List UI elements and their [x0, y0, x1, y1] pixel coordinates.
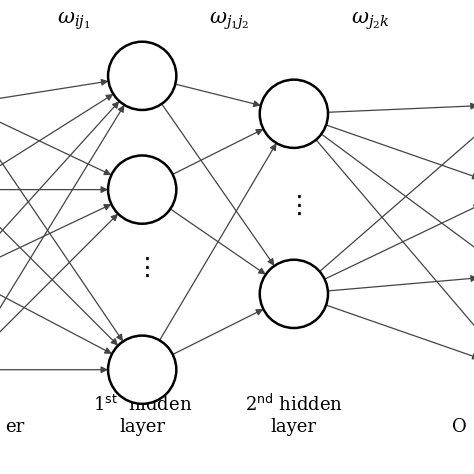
- Text: 2$^{\mathrm{nd}}$ hidden
layer: 2$^{\mathrm{nd}}$ hidden layer: [245, 394, 343, 436]
- Circle shape: [260, 80, 328, 148]
- Circle shape: [260, 260, 328, 328]
- Circle shape: [108, 155, 176, 224]
- Text: $\omega_{j_2k}$: $\omega_{j_2k}$: [351, 10, 389, 32]
- Text: er: er: [5, 418, 24, 436]
- Text: $\omega_{j_1j_2}$: $\omega_{j_1j_2}$: [209, 10, 249, 32]
- Text: $\vdots$: $\vdots$: [286, 194, 302, 218]
- Text: $\omega_{ij_1}$: $\omega_{ij_1}$: [57, 10, 90, 32]
- Text: 1$^{\mathrm{st}}$  hidden
layer: 1$^{\mathrm{st}}$ hidden layer: [92, 395, 192, 436]
- Text: O: O: [452, 418, 467, 436]
- Circle shape: [108, 336, 176, 404]
- Circle shape: [108, 42, 176, 110]
- Text: $\vdots$: $\vdots$: [134, 256, 150, 280]
